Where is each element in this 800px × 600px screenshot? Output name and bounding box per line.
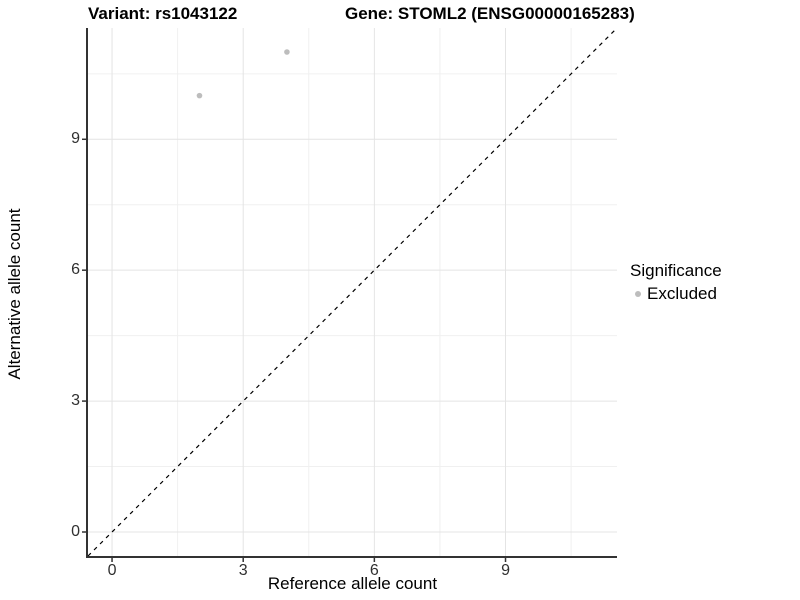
gene-title: Gene: STOML2 (ENSG00000165283) — [345, 4, 635, 23]
legend-key-dot-icon — [635, 291, 641, 297]
legend-item-label: Excluded — [647, 284, 717, 303]
legend-title: Significance — [630, 261, 722, 280]
x-tick-label: 0 — [107, 562, 117, 579]
data-point — [196, 92, 203, 99]
y-axis-title: Alternative allele count — [5, 208, 24, 380]
x-tick-label: 3 — [238, 562, 248, 579]
legend-item-excluded: Excluded — [630, 284, 722, 304]
y-tick-label: 0 — [71, 523, 80, 540]
y-tick-label: 3 — [71, 392, 80, 410]
variant-title: Variant: rs1043122 — [88, 4, 238, 23]
x-axis-title: Reference allele count — [267, 574, 438, 593]
x-tick-label: 9 — [501, 562, 510, 579]
identity-dashed-line — [87, 27, 618, 557]
data-point — [284, 49, 290, 55]
y-tick-label: 9 — [71, 130, 80, 148]
x-tick-label: 6 — [369, 562, 379, 579]
y-tick-label: 6 — [71, 261, 80, 279]
legend: Significance Excluded — [630, 261, 722, 304]
